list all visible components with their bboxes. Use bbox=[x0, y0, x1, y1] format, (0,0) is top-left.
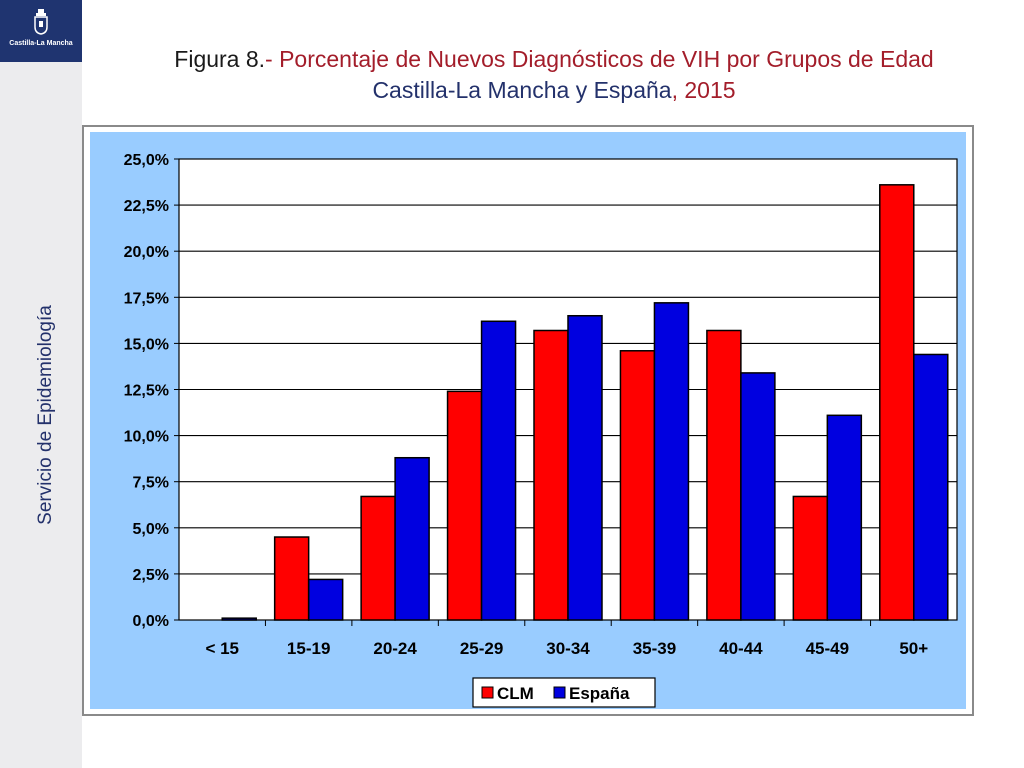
bar-espana bbox=[567, 314, 603, 621]
title-year: , 2015 bbox=[671, 77, 736, 103]
y-tick-label: 22,5% bbox=[124, 198, 169, 215]
bar-clm bbox=[533, 329, 569, 621]
bar-espana bbox=[394, 456, 430, 621]
legend-swatch-espana bbox=[553, 686, 566, 699]
bar-espana bbox=[740, 372, 776, 621]
x-tick-label: 50+ bbox=[899, 639, 928, 658]
x-tick-label: < 15 bbox=[205, 639, 239, 658]
bar-clm bbox=[360, 495, 396, 621]
bar-espana bbox=[307, 578, 344, 621]
bar-chart: 0,0% 2,5% 5,0% 7,5% 10,0% 12,5% 15,0% 17,5% 20,0… bbox=[124, 152, 958, 708]
logo: Castilla-La Mancha bbox=[0, 0, 82, 62]
y-tick-label: 0,0% bbox=[133, 613, 169, 630]
y-tick-label: 25,0% bbox=[124, 152, 169, 169]
y-tick-label: 2,5% bbox=[133, 567, 169, 584]
x-tick-label: 15-19 bbox=[287, 639, 330, 658]
x-tick-label: 40-44 bbox=[719, 639, 763, 658]
x-tick-label: 30-34 bbox=[546, 639, 590, 658]
sidebar: Castilla-La Mancha Servicio de Epidemiol… bbox=[0, 0, 82, 768]
bar-espana bbox=[826, 414, 863, 621]
y-tick-label: 12,5% bbox=[124, 383, 169, 400]
y-tick-label: 17,5% bbox=[124, 290, 169, 307]
x-tick-label: 20-24 bbox=[373, 639, 417, 658]
title-region: Castilla-La Mancha y España bbox=[372, 77, 672, 103]
bar-clm bbox=[446, 390, 483, 621]
y-tick-label: 7,5% bbox=[133, 475, 169, 492]
legend-label-espana: España bbox=[569, 684, 630, 703]
coat-of-arms-icon bbox=[34, 9, 48, 35]
y-tick-label: 10,0% bbox=[124, 429, 169, 446]
logo-text: Castilla-La Mancha bbox=[9, 40, 73, 47]
x-tick-label: 25-29 bbox=[460, 639, 503, 658]
department-label: Servicio de Epidemiología bbox=[35, 305, 56, 525]
legend-label-clm: CLM bbox=[497, 684, 534, 703]
x-tick-label: 35-39 bbox=[633, 639, 676, 658]
bar-clm bbox=[273, 536, 310, 621]
x-tick-label: 45-49 bbox=[806, 639, 849, 658]
bar-clm bbox=[879, 184, 915, 621]
bar-espana bbox=[480, 320, 517, 621]
bar-clm bbox=[706, 329, 742, 621]
y-tick-label: 20,0% bbox=[124, 244, 169, 261]
chart-title: Figura 8.- Porcentaje de Nuevos Diagnóst… bbox=[84, 44, 1024, 106]
y-tick-label: 15,0% bbox=[124, 336, 169, 353]
bar-espana bbox=[221, 617, 257, 621]
chart-area: 0,0% 2,5% 5,0% 7,5% 10,0% 12,5% 15,0% 17,5% 20,0… bbox=[90, 132, 966, 709]
title-line-2: Castilla-La Mancha y España, 2015 bbox=[84, 75, 1024, 106]
legend-swatch-clm bbox=[481, 686, 494, 699]
title-line-1: Figura 8.- Porcentaje de Nuevos Diagnóst… bbox=[84, 44, 1024, 75]
chart-frame: 0,0% 2,5% 5,0% 7,5% 10,0% 12,5% 15,0% 17,5% 20,0… bbox=[82, 125, 974, 716]
title-description: - Porcentaje de Nuevos Diagnósticos de V… bbox=[265, 46, 934, 72]
bar-clm bbox=[619, 350, 656, 621]
bar-espana bbox=[913, 353, 949, 621]
y-tick-label: 5,0% bbox=[133, 521, 169, 538]
bar-clm bbox=[792, 495, 829, 621]
bar-espana bbox=[653, 302, 690, 621]
title-figure-number: Figura 8. bbox=[174, 46, 266, 72]
